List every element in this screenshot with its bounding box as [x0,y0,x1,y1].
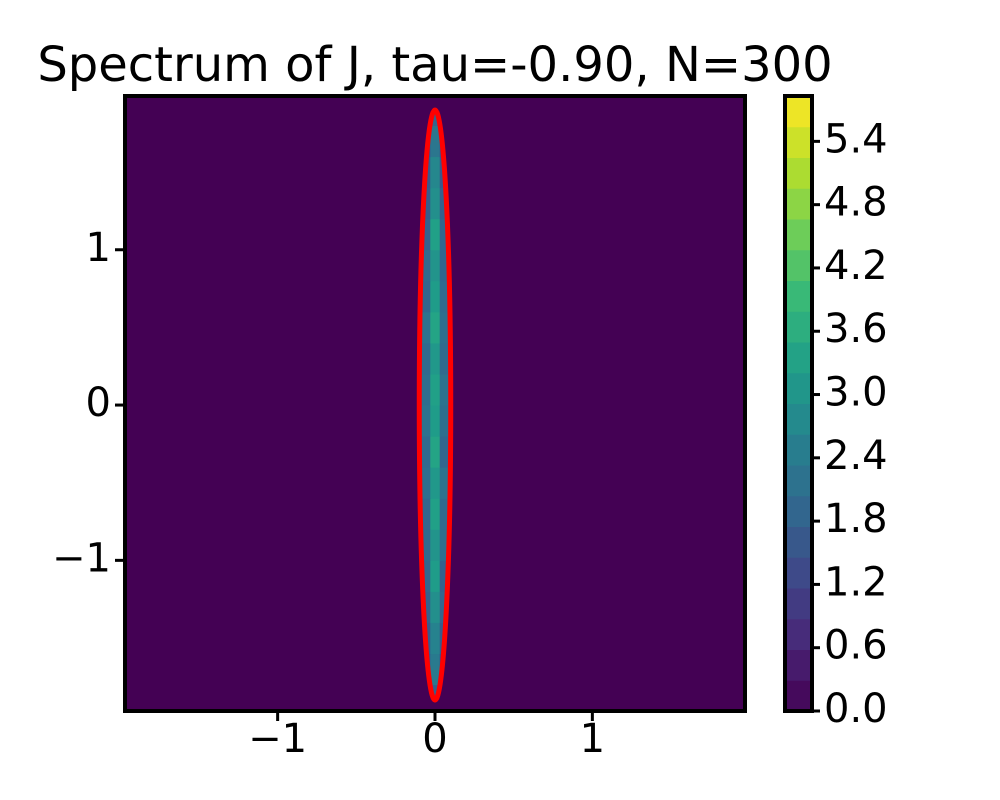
colorbar-band [785,680,812,712]
colorbar-tick-label: 3.0 [824,370,888,416]
colorbar-tick-label: 0.0 [824,686,888,732]
colorbar-band [785,280,812,312]
density-cell [420,560,431,592]
x-tick-label: 0 [422,716,447,762]
y-tick-label: 0 [86,380,111,426]
density-cell [439,436,450,468]
colorbar-band [785,342,812,374]
density-cell [439,560,450,592]
density-cell [430,311,441,344]
x-tick-label: −1 [248,716,307,762]
colorbar-tick-label: 4.8 [824,180,888,226]
colorbar-band [785,465,812,497]
colorbar-band [785,188,812,220]
colorbar-band [785,372,812,404]
colorbar-tick-label: 0.6 [824,623,888,669]
colorbar-band [785,588,812,620]
y-tick-label: −1 [52,535,111,581]
colorbar-band [785,96,812,128]
density-cell [430,560,441,592]
density-cell [439,342,450,375]
density-cell [430,684,441,701]
x-tick-label: 1 [580,716,605,762]
density-cell [439,498,450,530]
y-tick-label: 1 [86,225,111,271]
density-cell [439,467,450,499]
density-cell [430,436,441,468]
colorbar-tick-label: 1.8 [824,496,888,542]
density-cell [420,436,431,468]
colorbar-band [785,526,812,558]
density-cell [430,280,441,313]
density-cell [430,218,441,251]
density-cell [439,249,450,282]
density-cell [439,373,450,406]
density-cell [430,653,441,686]
density-cell [420,218,431,251]
density-cell [430,109,441,127]
colorbar-band [785,249,812,281]
colorbar-band [785,126,812,158]
colorbar-frame [783,94,814,713]
density-cell [430,373,441,406]
colorbar-band [785,618,812,650]
density-cell [430,405,441,437]
colorbar-band [785,157,812,189]
colorbar-band [785,434,812,466]
density-cell [420,467,431,499]
density-cell [439,529,450,561]
density-cell [439,405,450,437]
density-cell [430,249,441,282]
density-cell [430,591,441,623]
density-cell [430,467,441,499]
density-cell [420,405,431,437]
density-cell [430,187,441,220]
colorbar-band [785,403,812,435]
density-cell [430,125,441,158]
colorbar-band [785,219,812,251]
boundary-ellipse [416,107,454,703]
chart-title: Spectrum of J, tau=-0.90, N=300 [37,37,832,93]
colorbar-band [785,649,812,681]
density-cell [420,373,431,406]
density-cell [430,342,441,375]
colorbar-tick-label: 1.2 [824,559,888,605]
colorbar-band [785,311,812,343]
colorbar-tick-label: 4.2 [824,243,888,289]
colorbar-tick-label: 2.4 [824,433,888,479]
density-cell [420,498,431,530]
density-cell [430,156,441,189]
colorbar-band [785,557,812,589]
density-cell [439,218,450,251]
density-cell [430,622,441,655]
colorbar-tick-label: 3.6 [824,306,888,352]
density-cell [420,529,431,561]
density-cell [420,342,431,375]
density-cell [430,498,441,530]
density-cell [430,529,441,561]
density-cell [420,249,431,282]
colorbar-band [785,495,812,527]
density-cell [439,311,450,344]
density-cell [420,280,431,313]
colorbar-tick-label: 5.4 [824,116,888,162]
density-cell [439,280,450,313]
density-cell [420,311,431,344]
